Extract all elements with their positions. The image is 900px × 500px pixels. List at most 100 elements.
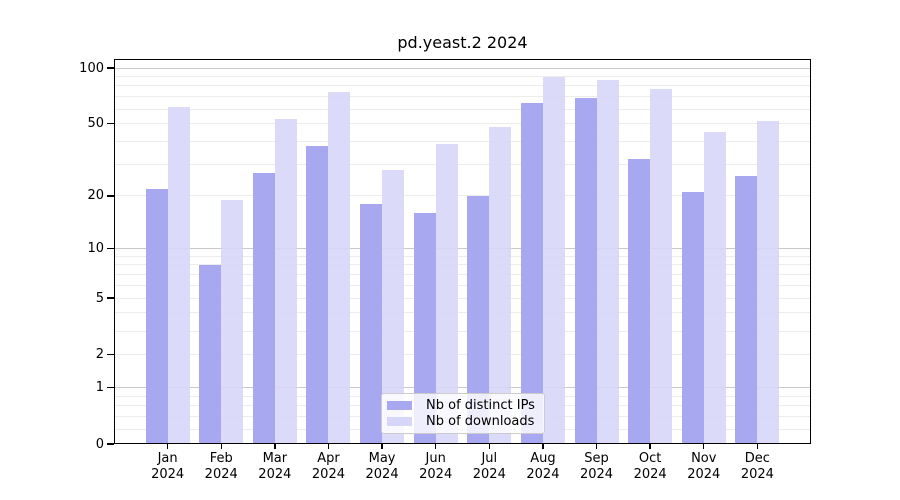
x-tick-label-sep: Sep 2024: [565, 451, 629, 483]
y-gridline-10: [114, 248, 811, 250]
bar-ips-nov: [681, 192, 704, 444]
x-tick-label-apr: Apr 2024: [296, 451, 360, 483]
x-tick-mark-jan: [166, 444, 169, 449]
bar-ips-jan: [145, 188, 168, 444]
x-tick-mark-mar: [274, 444, 276, 449]
x-tick-mark-feb: [220, 444, 222, 449]
bar-downloads-dec: [757, 120, 780, 444]
x-tick-label-jan: Jan 2024: [136, 451, 200, 483]
bar-ips-apr: [306, 145, 329, 444]
legend-swatch-downloads: [387, 417, 412, 427]
bar-downloads-oct: [650, 89, 673, 444]
plot-area: Nb of distinct IPs Nb of downloads: [114, 59, 811, 444]
y-gridline-100: [114, 67, 811, 69]
bar-ips-jun: [413, 213, 436, 444]
x-tick-year: 2024: [419, 467, 453, 482]
y-gridline-2: [114, 353, 811, 355]
bar-ips-mar: [252, 172, 275, 444]
y-gridline-90: [114, 75, 811, 77]
x-tick-month: Jan: [157, 451, 178, 466]
y-tick-label-50: 50: [87, 116, 104, 132]
y-gridline-5: [114, 297, 811, 299]
x-tick-label-oct: Oct 2024: [618, 451, 682, 483]
x-tick-mark-jul: [488, 444, 490, 449]
bar-ips-oct: [628, 159, 651, 444]
y-tick-mark-1: [107, 386, 114, 389]
bar-downloads-feb: [221, 199, 244, 444]
bar-downloads-may: [382, 169, 405, 444]
x-tick-label-may: May 2024: [350, 451, 414, 483]
y-gridline-4: [114, 312, 811, 314]
y-tick-label-20: 20: [87, 188, 104, 204]
x-tick-year: 2024: [204, 467, 238, 482]
x-tick-year: 2024: [151, 467, 185, 482]
bar-downloads-sep: [596, 80, 619, 444]
y-tick-label-10: 10: [87, 241, 104, 257]
x-tick-mark-aug: [542, 444, 544, 449]
bar-downloads-mar: [274, 119, 297, 444]
x-tick-month: Aug: [530, 451, 556, 466]
bar-ips-dec: [735, 175, 758, 444]
y-tick-label-2: 2: [95, 346, 104, 362]
bar-ips-may: [360, 204, 383, 444]
x-tick-year: 2024: [365, 467, 399, 482]
x-tick-month: Feb: [209, 451, 233, 466]
y-gridline-60: [114, 108, 811, 110]
legend-item-downloads: Nb of downloads: [387, 414, 539, 429]
bar-downloads-jul: [489, 126, 512, 444]
x-tick-year: 2024: [258, 467, 292, 482]
bar-downloads-nov: [703, 132, 726, 444]
y-gridline-9: [114, 255, 811, 257]
y-gridline-50: [114, 123, 811, 125]
y-gridline-80: [114, 85, 811, 87]
x-tick-label-aug: Aug 2024: [511, 451, 575, 483]
x-tick-month: Oct: [638, 451, 662, 466]
x-tick-year: 2024: [687, 467, 721, 482]
y-gridline-30: [114, 163, 811, 165]
x-tick-year: 2024: [311, 467, 345, 482]
y-tick-mark-50: [107, 122, 114, 125]
x-tick-mark-may: [381, 444, 383, 449]
y-tick-label-1: 1: [95, 380, 104, 396]
x-tick-mark-apr: [327, 444, 330, 449]
y-tick-mark-5: [107, 297, 114, 299]
y-gridline-40: [114, 140, 811, 142]
y-tick-mark-20: [107, 195, 114, 197]
x-tick-mark-nov: [703, 444, 705, 449]
y-gridline-3: [114, 330, 811, 332]
bar-downloads-jan: [167, 106, 190, 444]
x-tick-label-mar: Mar 2024: [243, 451, 307, 483]
x-tick-year: 2024: [579, 467, 614, 482]
x-tick-month: Mar: [262, 451, 288, 466]
x-tick-year: 2024: [526, 467, 560, 482]
y-tick-mark-100: [107, 67, 114, 69]
y-gridline-6: [114, 284, 811, 286]
chart-title: pd.yeast.2 2024: [397, 33, 528, 52]
x-tick-year: 2024: [633, 467, 667, 482]
x-tick-mark-oct: [649, 444, 651, 449]
y-tick-mark-0: [107, 443, 114, 445]
bar-downloads-jun: [435, 143, 458, 444]
bar-ips-jul: [467, 196, 490, 444]
y-tick-label-0: 0: [95, 436, 104, 452]
x-tick-month: Jun: [425, 451, 446, 466]
x-tick-month: Apr: [317, 451, 340, 466]
x-tick-year: 2024: [472, 467, 506, 482]
x-tick-mark-jun: [434, 444, 437, 449]
y-tick-mark-2: [107, 353, 114, 356]
bar-ips-sep: [574, 97, 597, 444]
x-tick-label-jun: Jun 2024: [404, 451, 468, 483]
legend-item-distinct-ips: Nb of distinct IPs: [387, 398, 539, 413]
bar-ips-feb: [199, 265, 222, 444]
x-tick-label-dec: Dec 2024: [725, 451, 789, 483]
y-gridline-70: [114, 96, 811, 98]
y-gridline-7: [114, 274, 811, 276]
x-tick-month: Sep: [584, 451, 609, 466]
legend-swatch-distinct-ips: [387, 400, 412, 410]
x-tick-month: Dec: [744, 451, 770, 466]
x-tick-label-feb: Feb 2024: [189, 451, 253, 483]
x-tick-year: 2024: [740, 467, 774, 482]
x-tick-month: Nov: [691, 451, 717, 466]
legend-label-downloads: Nb of downloads: [426, 414, 535, 430]
